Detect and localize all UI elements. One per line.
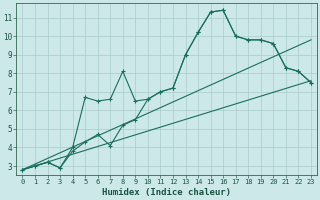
X-axis label: Humidex (Indice chaleur): Humidex (Indice chaleur) <box>102 188 231 197</box>
